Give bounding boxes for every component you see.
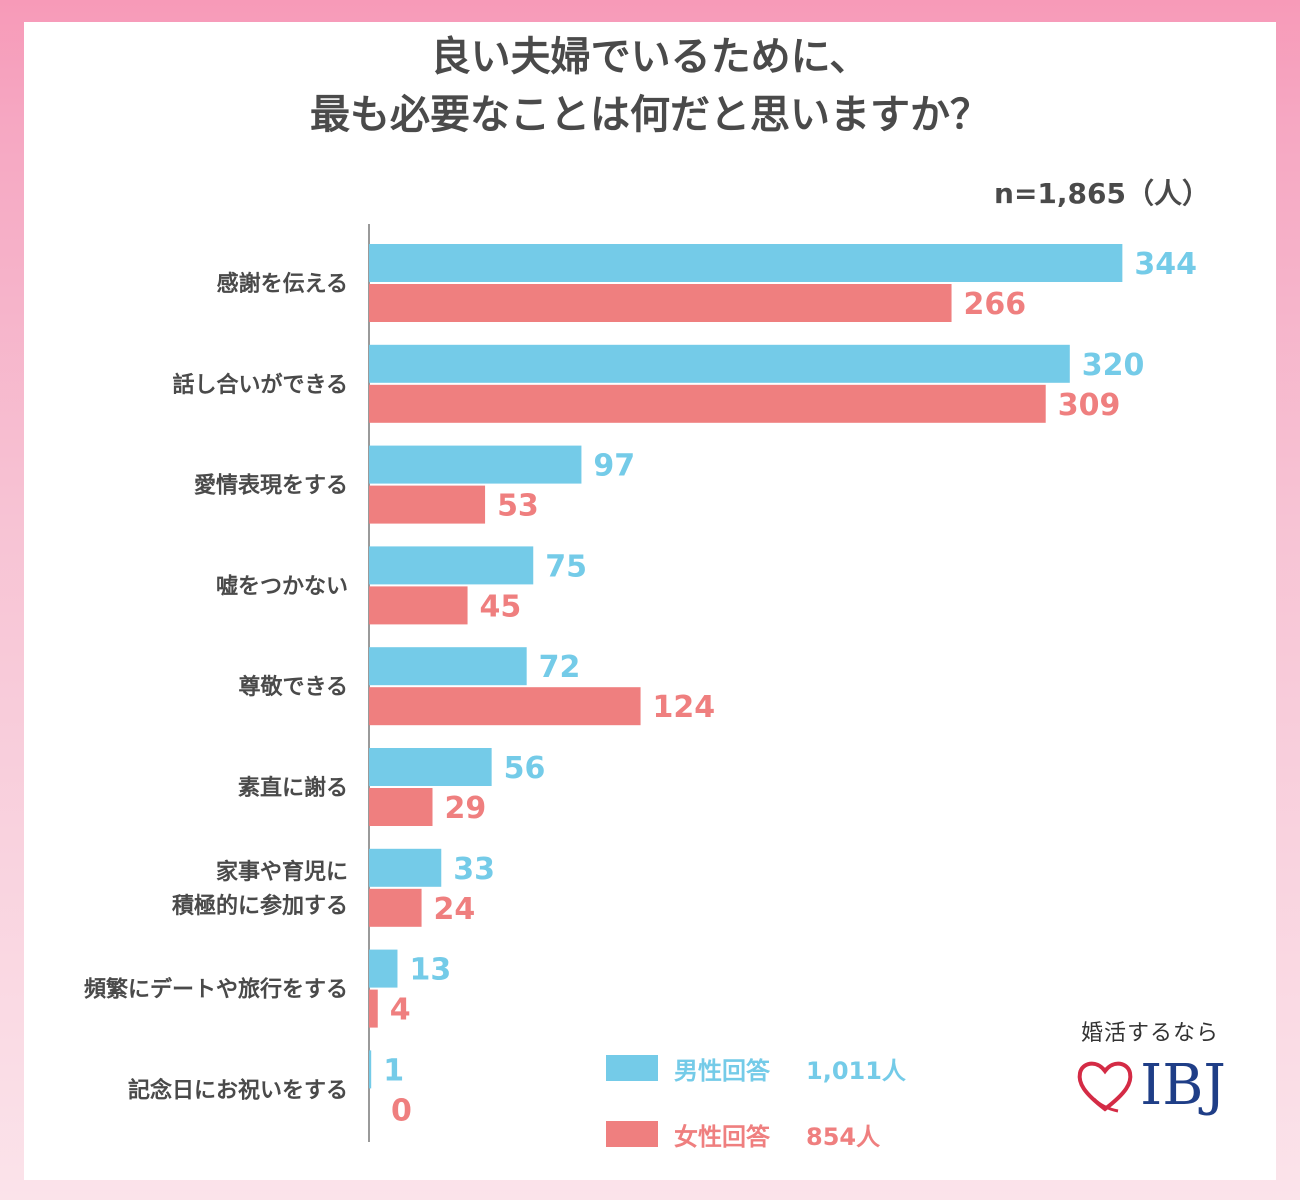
legend-count-female: 854人 (806, 1122, 881, 1151)
sample-size-note: n=1,865（人） (994, 177, 1210, 210)
bar-female (369, 586, 468, 625)
bar-female (369, 485, 486, 524)
chart-title: 良い夫婦でいるために、 最も必要なことは何だと思いますか？ (0, 28, 1300, 144)
value-label-female: 24 (434, 892, 476, 927)
bar-female (369, 687, 641, 726)
bar-male (369, 1050, 372, 1089)
legend-count-male: 1,011人 (806, 1056, 906, 1085)
bar-female (369, 788, 433, 826)
bar-female (369, 888, 422, 927)
category-label: 素直に謝る (238, 775, 348, 801)
bar-male (369, 848, 442, 887)
value-label-male: 33 (453, 852, 495, 887)
bar-female (369, 284, 952, 322)
value-label-female: 0 (391, 1093, 412, 1128)
brand-logo-block: 婚活するなら IBJ (1055, 1015, 1245, 1118)
bar-male (369, 344, 1070, 383)
title-line-2: 最も必要なことは何だと思いますか？ (310, 92, 990, 138)
legend-item-male: 男性回答 1,011人 (606, 1050, 906, 1086)
category-label: 愛情表現をする (194, 473, 348, 499)
chart-panel (24, 22, 1276, 1180)
category-label: 感謝を伝える (217, 271, 348, 297)
value-label-female: 266 (964, 287, 1027, 322)
bar-male (369, 546, 534, 585)
value-label-male: 344 (1134, 247, 1197, 282)
title-line-1: 良い夫婦でいるために、 (430, 34, 870, 80)
category-label: 積極的に参加する (172, 893, 348, 919)
value-label-male: 75 (545, 549, 587, 584)
bar-male (369, 244, 1123, 282)
bar-female (369, 384, 1046, 423)
category-label: 話し合いができる (172, 372, 348, 398)
legend-swatch-male (606, 1055, 658, 1081)
bar-male (369, 647, 527, 686)
value-label-female: 45 (480, 589, 522, 624)
category-label: 尊敬できる (238, 674, 348, 700)
legend-label-male: 男性回答 (674, 1056, 770, 1085)
value-label-male: 320 (1082, 348, 1145, 383)
brand-name: IBJ (1140, 1053, 1226, 1118)
value-label-female: 53 (497, 489, 539, 524)
legend-label-female: 女性回答 (674, 1122, 770, 1151)
value-label-female: 309 (1058, 388, 1121, 423)
legend-item-female: 女性回答 854人 (606, 1116, 906, 1152)
value-label-female: 124 (653, 690, 716, 725)
legend-swatch-female (606, 1121, 658, 1147)
bar-male (369, 748, 492, 786)
category-label: 頻繁にデートや旅行をする (84, 977, 348, 1003)
heart-icon (1077, 1061, 1133, 1112)
brand-tagline: 婚活するなら (1080, 1021, 1219, 1046)
category-label: 家事や育児に (216, 859, 348, 885)
category-label: 嘘をつかない (216, 574, 348, 599)
category-label: 記念日にお祝いをする (128, 1077, 348, 1103)
value-label-male: 72 (539, 650, 581, 685)
bar-male (369, 445, 582, 484)
value-label-male: 56 (504, 751, 546, 786)
brand-logo: IBJ (1055, 1053, 1245, 1118)
value-label-female: 4 (390, 993, 411, 1028)
value-label-male: 1 (383, 1053, 404, 1088)
bar-female (369, 989, 378, 1028)
value-label-male: 13 (409, 953, 451, 988)
legend: 男性回答 1,011人 女性回答 854人 (606, 1050, 906, 1182)
value-label-male: 97 (593, 449, 635, 484)
bar-male (369, 949, 398, 988)
value-label-female: 29 (445, 791, 487, 826)
